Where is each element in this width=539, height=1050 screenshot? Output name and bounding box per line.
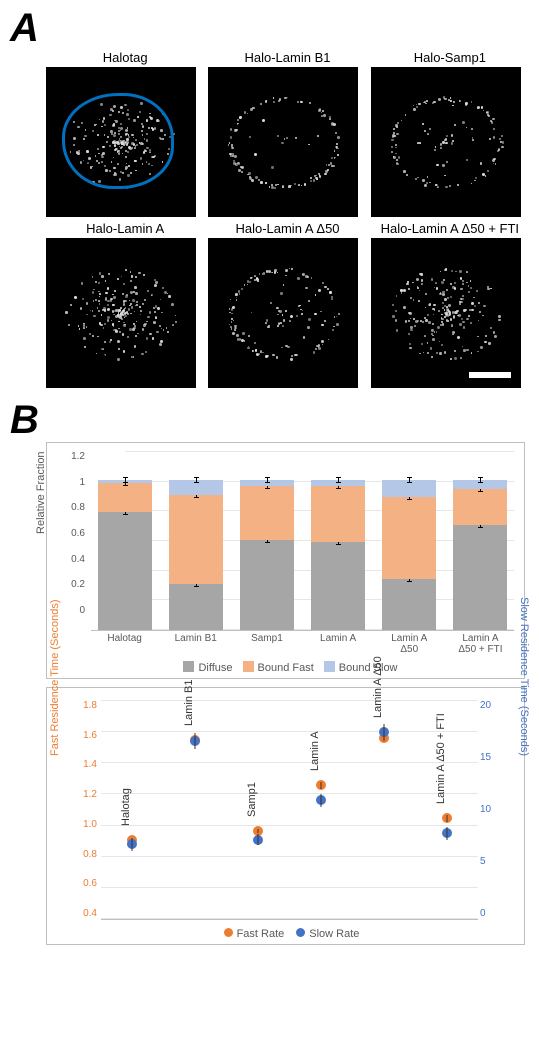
legend-swatch bbox=[183, 661, 194, 672]
micrograph-cell: Halo-Lamin A bbox=[46, 221, 204, 388]
scatter-category-label: Lamin A bbox=[309, 732, 321, 772]
scatter-area: Fast Residence Time (Seconds) Slow Resid… bbox=[101, 700, 478, 920]
slow-point bbox=[379, 727, 389, 737]
bar-segment bbox=[311, 542, 365, 631]
right-ticks: 05101520 bbox=[480, 700, 512, 919]
bar-segment bbox=[382, 497, 436, 580]
bar-segment bbox=[169, 584, 223, 631]
bar-y-axis: 00.20.40.60.811.2 bbox=[55, 451, 85, 616]
slow-point bbox=[442, 828, 452, 838]
fast-axis-label: Fast Residence Time (Seconds) bbox=[49, 599, 61, 756]
bar-stack bbox=[169, 480, 223, 630]
bar-segment bbox=[98, 483, 152, 512]
scatter-category-label: Halotag bbox=[120, 789, 132, 827]
slow-point bbox=[127, 839, 137, 849]
bar-stack bbox=[311, 480, 365, 630]
bar-column bbox=[166, 480, 225, 630]
slow-point bbox=[253, 835, 263, 845]
bar-legend: Diffuse Bound Fast Bound Slow bbox=[57, 661, 514, 674]
bar-segment bbox=[98, 480, 152, 483]
micrograph-title: Halo-Lamin A Δ50 bbox=[208, 221, 366, 236]
scatter-category-label: Lamin A Δ50 + FTI bbox=[435, 714, 447, 805]
bar-column bbox=[237, 480, 296, 630]
micrograph bbox=[46, 67, 196, 217]
bar-column bbox=[451, 480, 510, 630]
bar-segment bbox=[453, 489, 507, 525]
legend-label: Bound Slow bbox=[339, 662, 398, 674]
bar-x-label: Lamin AΔ50 + FTI bbox=[451, 633, 510, 655]
scatter-category-label: Lamin A Δ50 bbox=[372, 656, 384, 718]
bar-stack bbox=[382, 480, 436, 630]
micrograph-cell: Halo-Lamin A Δ50 + FTI bbox=[371, 221, 529, 388]
bar-x-labels: Halotag Lamin B1 Samp1 Lamin A Lamin AΔ50 Lam… bbox=[91, 631, 514, 655]
bar-segment bbox=[240, 480, 294, 486]
legend-swatch bbox=[243, 661, 254, 672]
scatter-legend: Fast Rate Slow Rate bbox=[57, 928, 514, 940]
bar-stack bbox=[453, 480, 507, 630]
micrograph bbox=[46, 238, 196, 388]
slow-point bbox=[316, 795, 326, 805]
micrograph-cell: Halo-Lamin A Δ50 bbox=[208, 221, 366, 388]
bar-segment bbox=[98, 512, 152, 631]
bar-column bbox=[309, 480, 368, 630]
micrograph bbox=[208, 238, 358, 388]
bar-x-label: Lamin A bbox=[309, 633, 368, 655]
micrograph-title: Halo-Samp1 bbox=[371, 50, 529, 65]
micrograph bbox=[208, 67, 358, 217]
micrograph-cell: Halo-Lamin B1 bbox=[208, 50, 366, 217]
scatter-chart-box: Fast Residence Time (Seconds) Slow Resid… bbox=[46, 687, 525, 945]
slow-axis-label: Slow Residence Time (Seconds) bbox=[518, 597, 530, 756]
bar-segment bbox=[453, 480, 507, 489]
bar-segment bbox=[311, 480, 365, 486]
micrograph-cell: Halotag bbox=[46, 50, 204, 217]
legend-dot bbox=[224, 928, 233, 937]
fast-point bbox=[442, 813, 452, 823]
micrograph bbox=[371, 238, 521, 388]
bar-segment bbox=[311, 486, 365, 542]
legend-label: Slow Rate bbox=[309, 928, 359, 940]
bar-segment bbox=[240, 486, 294, 540]
bar-x-label: Samp1 bbox=[237, 633, 296, 655]
bar-x-label: Halotag bbox=[95, 633, 154, 655]
micrograph-title: Halo-Lamin B1 bbox=[208, 50, 366, 65]
panel-b-letter: B bbox=[10, 400, 529, 440]
nucleus-outline bbox=[62, 93, 174, 189]
micrograph bbox=[371, 67, 521, 217]
scalebar bbox=[469, 372, 511, 378]
bar-x-label: Lamin B1 bbox=[166, 633, 225, 655]
left-ticks: 0.40.60.81.01.21.41.61.8 bbox=[65, 700, 97, 919]
legend-label: Fast Rate bbox=[237, 928, 285, 940]
bar-segment bbox=[169, 480, 223, 495]
bar-x-label: Lamin AΔ50 bbox=[380, 633, 439, 655]
micrograph-title: Halo-Lamin A bbox=[46, 221, 204, 236]
micrograph-cell: Halo-Samp1 bbox=[371, 50, 529, 217]
scatter-category-label: Lamin B1 bbox=[183, 679, 195, 725]
micrograph-title: Halotag bbox=[46, 50, 204, 65]
bar-column bbox=[380, 480, 439, 630]
legend-swatch bbox=[324, 661, 335, 672]
bar-chart bbox=[91, 451, 514, 631]
micrograph-title: Halo-Lamin A Δ50 + FTI bbox=[371, 221, 529, 236]
legend-label: Bound Fast bbox=[258, 662, 314, 674]
scatter-category-label: Samp1 bbox=[246, 782, 258, 817]
bar-stack bbox=[240, 480, 294, 630]
bar-segment bbox=[382, 480, 436, 497]
scatter-gridlines bbox=[101, 700, 478, 919]
bar-segment bbox=[169, 495, 223, 584]
fast-point bbox=[316, 780, 326, 790]
legend-label: Diffuse bbox=[198, 662, 232, 674]
slow-point bbox=[190, 736, 200, 746]
bar-stack bbox=[98, 480, 152, 630]
bar-segment bbox=[382, 579, 436, 630]
bar-chart-box: Relative Fraction 00.20.40.60.811.2 Halo… bbox=[46, 442, 525, 679]
bar-segment bbox=[240, 540, 294, 630]
panel-a-letter: A bbox=[10, 8, 529, 48]
bar-column bbox=[95, 480, 154, 630]
bar-y-label: Relative Fraction bbox=[35, 451, 47, 534]
legend-dot bbox=[296, 928, 305, 937]
micrograph-grid: Halotag Halo-Lamin B1 Halo-Samp1 Halo-Lamin… bbox=[46, 50, 529, 388]
bar-segment bbox=[453, 525, 507, 630]
